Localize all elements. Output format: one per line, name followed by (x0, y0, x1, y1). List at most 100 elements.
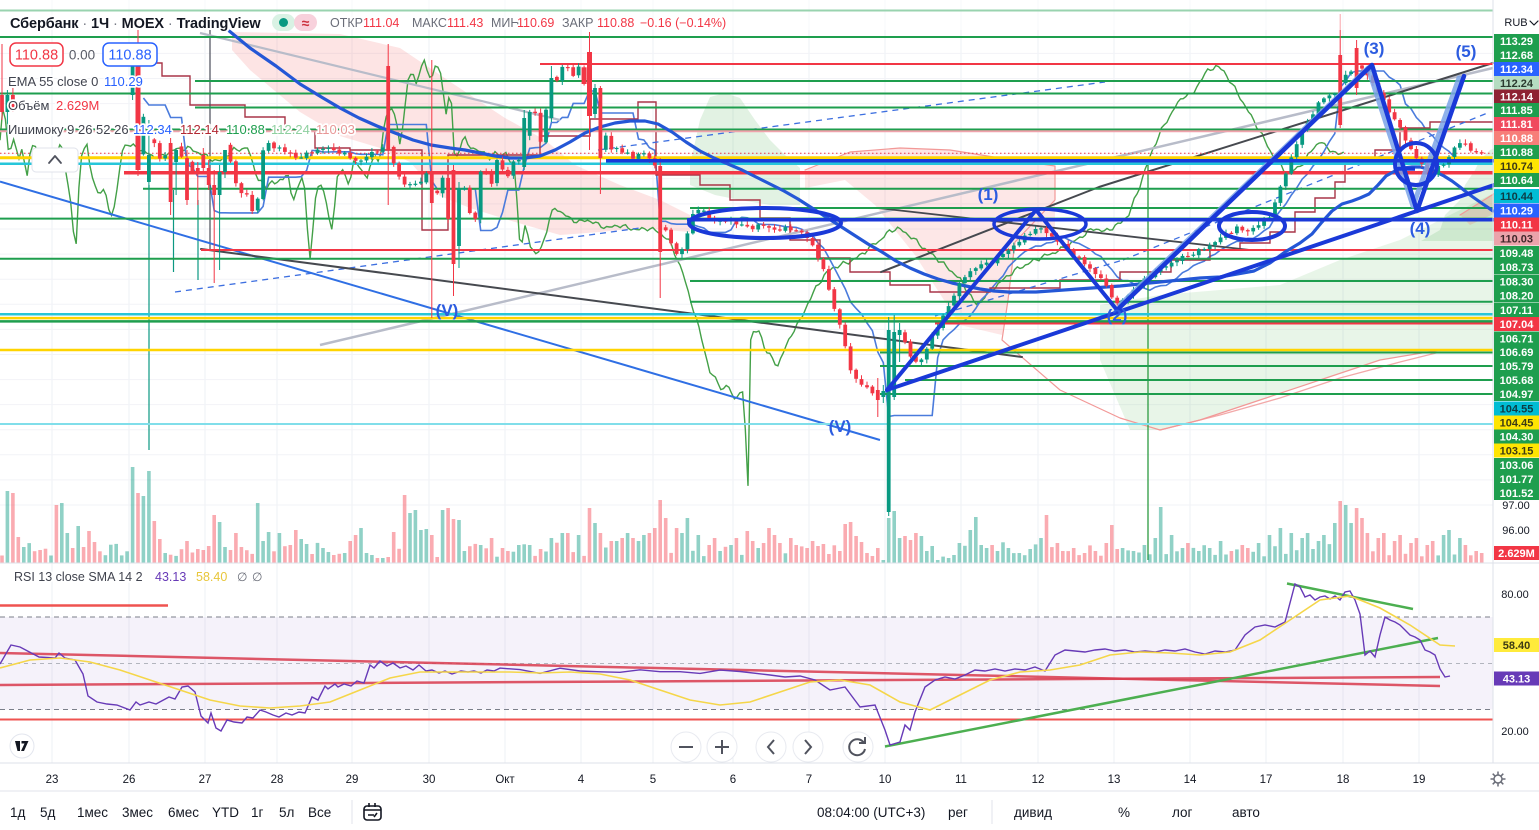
svg-text:110.88: 110.88 (597, 16, 634, 30)
svg-text:(5): (5) (1456, 42, 1477, 61)
svg-text:5: 5 (650, 774, 656, 786)
svg-text:∅: ∅ (237, 570, 247, 584)
svg-text:103.06: 103.06 (1500, 460, 1534, 472)
svg-text:RUB: RUB (1504, 17, 1527, 29)
svg-text:43.13: 43.13 (155, 570, 186, 584)
svg-text:11: 11 (955, 774, 967, 786)
svg-text:104.55: 104.55 (1500, 404, 1534, 416)
svg-text:108.30: 108.30 (1500, 277, 1534, 289)
svg-text:23: 23 (46, 774, 59, 786)
svg-text:4: 4 (578, 774, 585, 786)
svg-text:14: 14 (1184, 774, 1197, 786)
svg-text:113.29: 113.29 (1500, 36, 1533, 48)
svg-text:112.68: 112.68 (1500, 50, 1533, 62)
svg-text:110.64: 110.64 (1500, 175, 1534, 187)
svg-text:96.00: 96.00 (1502, 525, 1530, 537)
svg-text:108.73: 108.73 (1500, 262, 1534, 274)
svg-text:110.44: 110.44 (1500, 191, 1534, 203)
svg-text:12: 12 (1032, 774, 1045, 786)
svg-text:26: 26 (123, 774, 136, 786)
svg-text:Сбербанк · 1Ч · MOEX · Trading: Сбербанк · 1Ч · MOEX · TradingView (10, 16, 261, 32)
svg-text:(4): (4) (1410, 219, 1431, 238)
svg-text:2.629M: 2.629M (56, 98, 99, 113)
svg-text:110.88: 110.88 (1500, 147, 1533, 159)
svg-text:−0.16 (−0.14%): −0.16 (−0.14%) (640, 16, 726, 30)
svg-text:(2): (2) (1107, 306, 1128, 325)
svg-text:Объём: Объём (8, 98, 49, 113)
svg-text:111.04: 111.04 (363, 16, 399, 30)
svg-text:97.00: 97.00 (1502, 500, 1530, 512)
svg-text:5д: 5д (40, 805, 56, 820)
svg-text:RSI 13 close SMA 14 2: RSI 13 close SMA 14 2 (14, 570, 143, 584)
svg-text:106.71: 106.71 (1500, 334, 1534, 346)
svg-text:МАКС: МАКС (412, 16, 447, 30)
svg-text:101.52: 101.52 (1500, 488, 1534, 500)
svg-text:%: % (1118, 805, 1130, 820)
svg-text:МИН: МИН (491, 16, 519, 30)
svg-text:110.88: 110.88 (108, 48, 151, 64)
svg-text:111.85: 111.85 (1500, 105, 1532, 117)
svg-text:08:04:00 (UTC+3): 08:04:00 (UTC+3) (817, 805, 925, 820)
svg-text:112.24: 112.24 (1500, 78, 1534, 90)
svg-text:58.40: 58.40 (1503, 640, 1531, 652)
svg-text:6мес: 6мес (168, 805, 199, 820)
svg-text:110.88: 110.88 (226, 122, 265, 137)
svg-text:112.14: 112.14 (180, 122, 219, 137)
svg-text:Все: Все (308, 805, 331, 820)
svg-text:108.20: 108.20 (1500, 291, 1534, 303)
svg-text:рег: рег (948, 805, 968, 820)
svg-text:20.00: 20.00 (1501, 726, 1529, 738)
svg-text:1г: 1г (251, 805, 264, 820)
svg-text:112.34: 112.34 (133, 122, 172, 137)
svg-text:110.69: 110.69 (517, 16, 554, 30)
svg-text:110.88: 110.88 (1500, 133, 1533, 145)
svg-text:103.15: 103.15 (1500, 446, 1534, 458)
svg-text:(3): (3) (1364, 39, 1385, 58)
svg-text:110.29: 110.29 (1500, 206, 1533, 218)
svg-text:≈: ≈ (302, 15, 310, 31)
svg-text:∅: ∅ (252, 570, 262, 584)
svg-text:5л: 5л (279, 805, 294, 820)
svg-text:112.14: 112.14 (1500, 92, 1534, 104)
svg-text:19: 19 (1413, 774, 1426, 786)
svg-text:43.13: 43.13 (1503, 674, 1531, 686)
svg-text:1д: 1д (10, 805, 26, 820)
svg-text:111.43: 111.43 (447, 16, 483, 30)
svg-text:111.81: 111.81 (1500, 119, 1532, 131)
svg-text:107.11: 107.11 (1500, 305, 1533, 317)
svg-text:18: 18 (1337, 774, 1350, 786)
svg-text:13: 13 (1108, 774, 1121, 786)
svg-text:109.48: 109.48 (1500, 248, 1534, 260)
svg-text:30: 30 (423, 774, 436, 786)
svg-text:17: 17 (1260, 774, 1273, 786)
svg-text:106.69: 106.69 (1500, 347, 1534, 359)
svg-text:(V): (V) (829, 417, 852, 436)
svg-text:Окт: Окт (495, 774, 515, 786)
svg-text:1мес: 1мес (77, 805, 108, 820)
svg-text:лог: лог (1172, 805, 1193, 820)
svg-text:104.30: 104.30 (1500, 432, 1534, 444)
svg-text:27: 27 (199, 774, 212, 786)
svg-text:(1): (1) (978, 185, 999, 204)
svg-text:110.74: 110.74 (1500, 161, 1534, 173)
svg-text:105.79: 105.79 (1500, 361, 1534, 373)
svg-text:110.88: 110.88 (15, 48, 58, 64)
svg-text:104.97: 104.97 (1500, 389, 1534, 401)
svg-text:10: 10 (879, 774, 892, 786)
svg-text:104.45: 104.45 (1500, 418, 1534, 430)
svg-text:29: 29 (346, 774, 359, 786)
svg-text:110.29: 110.29 (104, 74, 143, 89)
svg-text:7: 7 (806, 774, 812, 786)
svg-text:2.629M: 2.629M (1498, 548, 1535, 560)
svg-text:110.03: 110.03 (316, 122, 355, 137)
svg-text:EMA 55 close 0: EMA 55 close 0 (8, 74, 98, 89)
svg-text:Ишимоку 9 26 52 26: Ишимоку 9 26 52 26 (8, 122, 129, 137)
svg-text:112.24: 112.24 (271, 122, 310, 137)
svg-text:ОТКР: ОТКР (330, 16, 363, 30)
svg-text:6: 6 (730, 774, 736, 786)
svg-text:105.68: 105.68 (1500, 375, 1534, 387)
svg-text:110.11: 110.11 (1500, 220, 1532, 232)
svg-text:112.34: 112.34 (1500, 64, 1534, 76)
svg-text:0.00: 0.00 (69, 48, 95, 63)
svg-text:58.40: 58.40 (196, 570, 227, 584)
